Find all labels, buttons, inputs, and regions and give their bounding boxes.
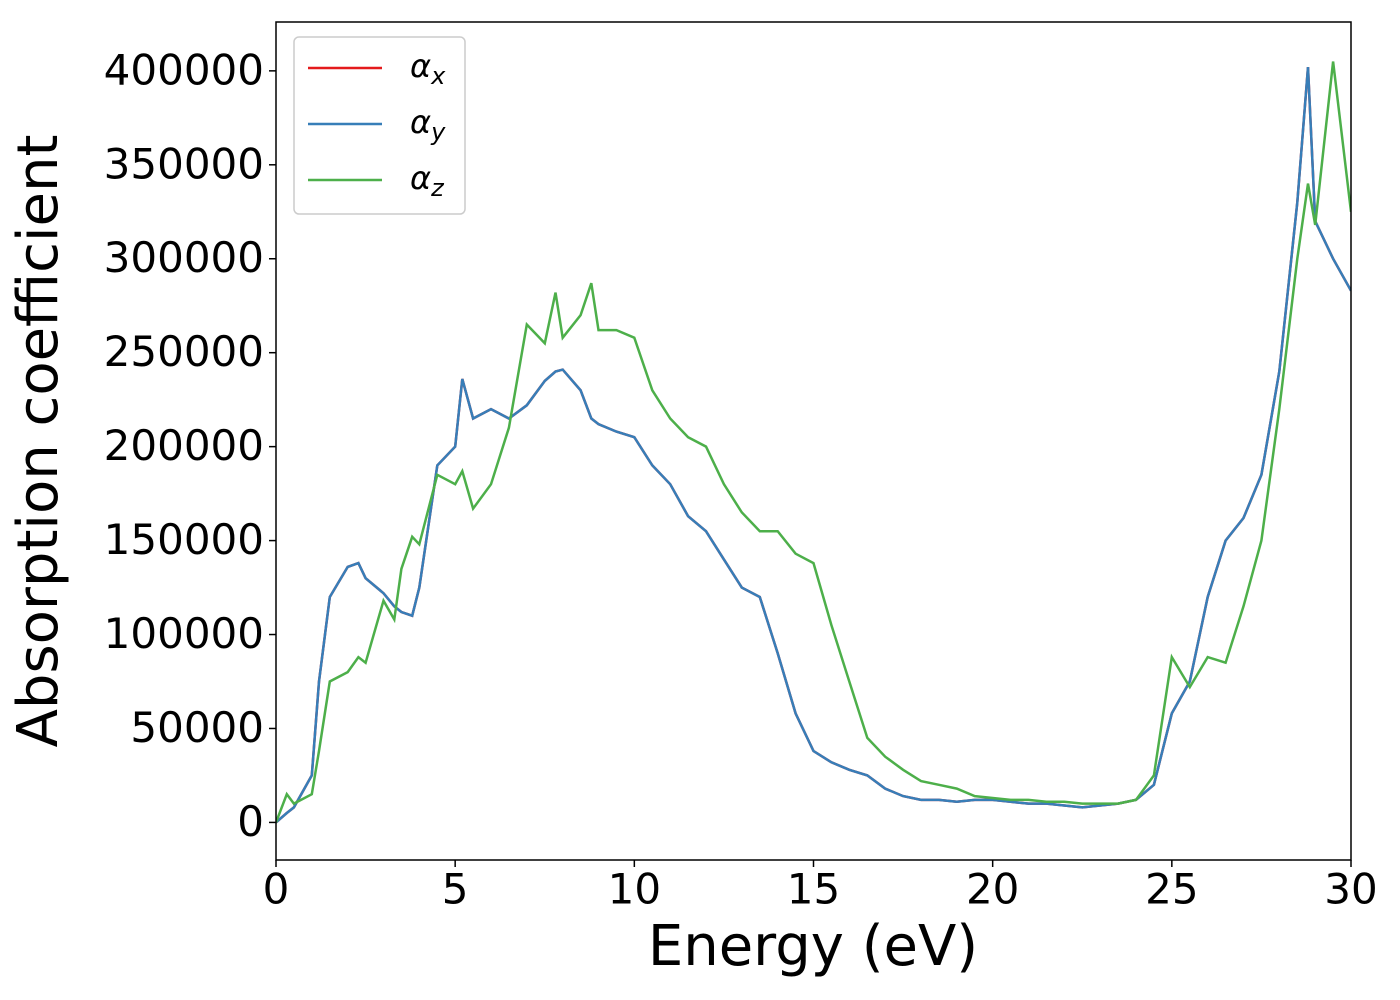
x-tick-label: 15 xyxy=(787,865,840,914)
x-tick-label: 10 xyxy=(608,865,661,914)
plot-frame xyxy=(275,21,1352,861)
y-tick-label: 350000 xyxy=(104,139,264,188)
y-tick-label: 400000 xyxy=(104,45,264,94)
x-axis-label: Energy (eV) xyxy=(648,914,978,979)
legend-label: αz xyxy=(410,159,445,202)
y-tick-label: 250000 xyxy=(104,327,264,376)
legend-label: αx xyxy=(410,47,446,90)
x-tick-label: 25 xyxy=(1145,865,1198,914)
y-tick-label: 200000 xyxy=(104,421,264,470)
y-axis-label: Absorption coefficient xyxy=(6,135,71,748)
line-series xyxy=(276,67,1351,824)
y-tick-label: 300000 xyxy=(104,233,264,282)
x-tick-label: 20 xyxy=(966,865,1019,914)
x-tick-label: 5 xyxy=(442,865,469,914)
y-tick-label: 50000 xyxy=(130,703,264,752)
x-tick-label: 0 xyxy=(263,865,290,914)
x-tick-label: 30 xyxy=(1324,865,1377,914)
legend-box xyxy=(293,36,466,215)
line-series xyxy=(276,61,1351,823)
y-tick-label: 100000 xyxy=(104,609,264,658)
legend-label: αy xyxy=(410,103,446,146)
y-tick-label: 0 xyxy=(237,797,264,846)
y-tick-label: 150000 xyxy=(104,515,264,564)
